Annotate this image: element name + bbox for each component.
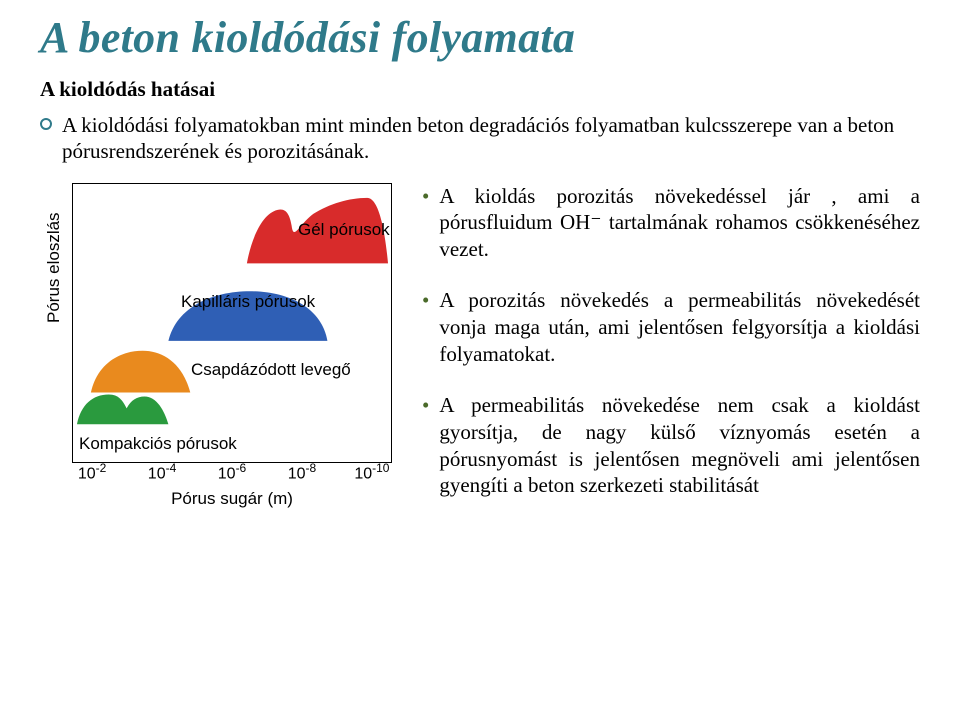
- slide: A beton kioldódási folyamata A kioldódás…: [0, 0, 960, 720]
- lump-label-compaction: Kompakciós pórusok: [79, 434, 237, 454]
- intro-text: A kioldódási folyamatokban mint minden b…: [62, 112, 920, 165]
- chart-wrap: Pórus eloszlás Gél pórusok Kapilláris pór…: [40, 183, 400, 691]
- bullet-list: •A kioldás porozitás növekedéssel jár , …: [400, 183, 920, 691]
- slide-subtitle: A kioldódás hatásai: [40, 77, 920, 102]
- bullet-text: A kioldás porozitás növekedéssel jár , a…: [439, 183, 920, 264]
- lump-label-trapped-air: Csapdázódott levegő: [191, 360, 351, 380]
- bullet-dot-icon: •: [422, 287, 429, 368]
- bullet-item: •A kioldás porozitás növekedéssel jár , …: [422, 183, 920, 264]
- content-row: Pórus eloszlás Gél pórusok Kapilláris pór…: [40, 183, 920, 691]
- pore-distribution-chart: Gél pórusok Kapilláris pórusok Csapdázódot…: [72, 183, 392, 463]
- xtick: 10-4: [148, 461, 176, 483]
- chart-xlabel: Pórus sugár (m): [72, 489, 392, 509]
- bullet-item: •A permeabilitás növekedése nem csak a k…: [422, 392, 920, 500]
- bullet-dot-icon: •: [422, 392, 429, 500]
- chart-ylabel: Pórus eloszlás: [44, 212, 64, 323]
- lump-compaction: [77, 394, 168, 424]
- bullet-text: A permeabilitás növekedése nem csak a ki…: [439, 392, 920, 500]
- intro-row: A kioldódási folyamatokban mint minden b…: [40, 112, 920, 165]
- lump-trapped-air: [91, 350, 190, 392]
- bullet-dot-icon: •: [422, 183, 429, 264]
- xtick: 10-10: [354, 461, 389, 483]
- bullet-item: •A porozitás növekedés a permeabilitás n…: [422, 287, 920, 368]
- lump-label-capillary: Kapilláris pórusok: [181, 292, 315, 312]
- xtick: 10-2: [78, 461, 106, 483]
- bullet-text: A porozitás növekedés a permeabilitás nö…: [439, 287, 920, 368]
- lump-label-gel: Gél pórusok: [298, 220, 390, 240]
- xtick: 10-8: [288, 461, 316, 483]
- bullet-disc-icon: [40, 118, 52, 130]
- xtick: 10-6: [218, 461, 246, 483]
- slide-title: A beton kioldódási folyamata: [40, 12, 920, 63]
